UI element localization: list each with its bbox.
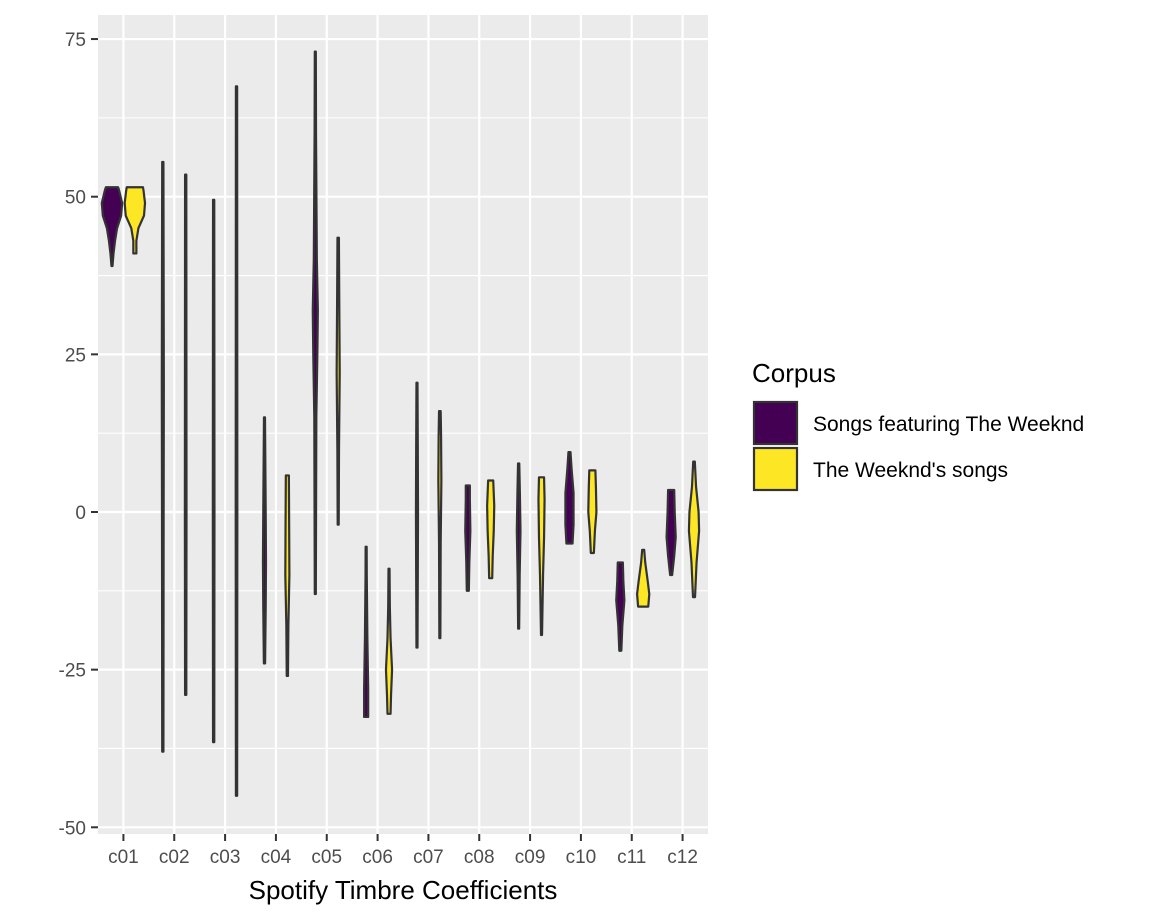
violins — [100, 50, 701, 797]
legend-key-songs-featuring — [752, 400, 799, 446]
major-gridlines — [98, 15, 708, 834]
x-tick-label: c06 — [362, 847, 393, 868]
x-tick-label: c11 — [617, 847, 646, 868]
x-tick-label: c02 — [159, 847, 190, 868]
x-tick-label: c04 — [261, 847, 292, 868]
violin-c11-series-1 — [635, 548, 651, 608]
violin-c10-series-1 — [587, 469, 598, 555]
legend: Corpus Songs featuring The Weeknd The We… — [752, 358, 1084, 492]
violin-c04-series-1 — [284, 474, 291, 678]
violin-c04-series-0 — [261, 416, 268, 665]
violin-c09-series-1 — [537, 476, 546, 637]
violin-c10-series-0 — [564, 450, 575, 545]
y-tick-label: 50 — [65, 188, 86, 209]
y-axis: 75 50 25 0 -25 -50 — [59, 30, 98, 839]
violin-c12-series-0 — [665, 488, 677, 577]
x-tick-label: c05 — [311, 847, 342, 868]
violin-c01-series-0 — [100, 186, 124, 268]
violin-c02-series-1 — [183, 173, 188, 696]
y-tick-label: -25 — [59, 661, 86, 682]
violin-c08-series-1 — [486, 479, 496, 580]
violin-c11-series-0 — [615, 561, 626, 652]
legend-title: Corpus — [752, 358, 836, 388]
y-tick-label: 25 — [65, 345, 86, 366]
violin-c09-series-0 — [515, 462, 522, 630]
violin-c03-series-1 — [234, 85, 239, 797]
legend-key-weeknd-songs — [752, 446, 799, 492]
violin-c03-series-0 — [211, 198, 216, 744]
y-tick-label: 75 — [65, 30, 86, 51]
x-tick-label: c12 — [667, 847, 698, 868]
x-axis-title: Spotify Timbre Coefficients — [249, 875, 558, 905]
violin-c06-series-0 — [363, 545, 370, 719]
y-tick-label: 0 — [75, 503, 86, 524]
x-tick-label: c08 — [464, 847, 495, 868]
x-tick-label: c03 — [210, 847, 241, 868]
x-axis: c01 c02 c03 c04 c05 c06 c07 c08 c09 c10 c11 c12 — [108, 834, 698, 868]
violin-c01-series-1 — [123, 186, 147, 255]
legend-label-weeknd-songs: The Weeknd's songs — [813, 459, 1008, 482]
minor-gridlines — [98, 117, 708, 750]
legend-label-songs-featuring: Songs featuring The Weeknd — [813, 413, 1084, 436]
violin-c07-series-1 — [437, 410, 443, 640]
x-tick-label: c09 — [515, 847, 546, 868]
plot-panel — [98, 15, 708, 834]
violin-c06-series-1 — [384, 567, 394, 715]
x-tick-label: c01 — [108, 847, 139, 868]
violin-c12-series-1 — [687, 460, 701, 599]
x-tick-label: c10 — [566, 847, 597, 868]
violin-c08-series-0 — [464, 484, 472, 592]
violin-c05-series-0 — [311, 50, 319, 596]
x-tick-label: c07 — [413, 847, 444, 868]
violin-c07-series-0 — [414, 381, 420, 649]
violin-c05-series-1 — [335, 236, 341, 526]
y-tick-label: -50 — [59, 818, 86, 839]
violin-c02-series-0 — [160, 160, 165, 753]
